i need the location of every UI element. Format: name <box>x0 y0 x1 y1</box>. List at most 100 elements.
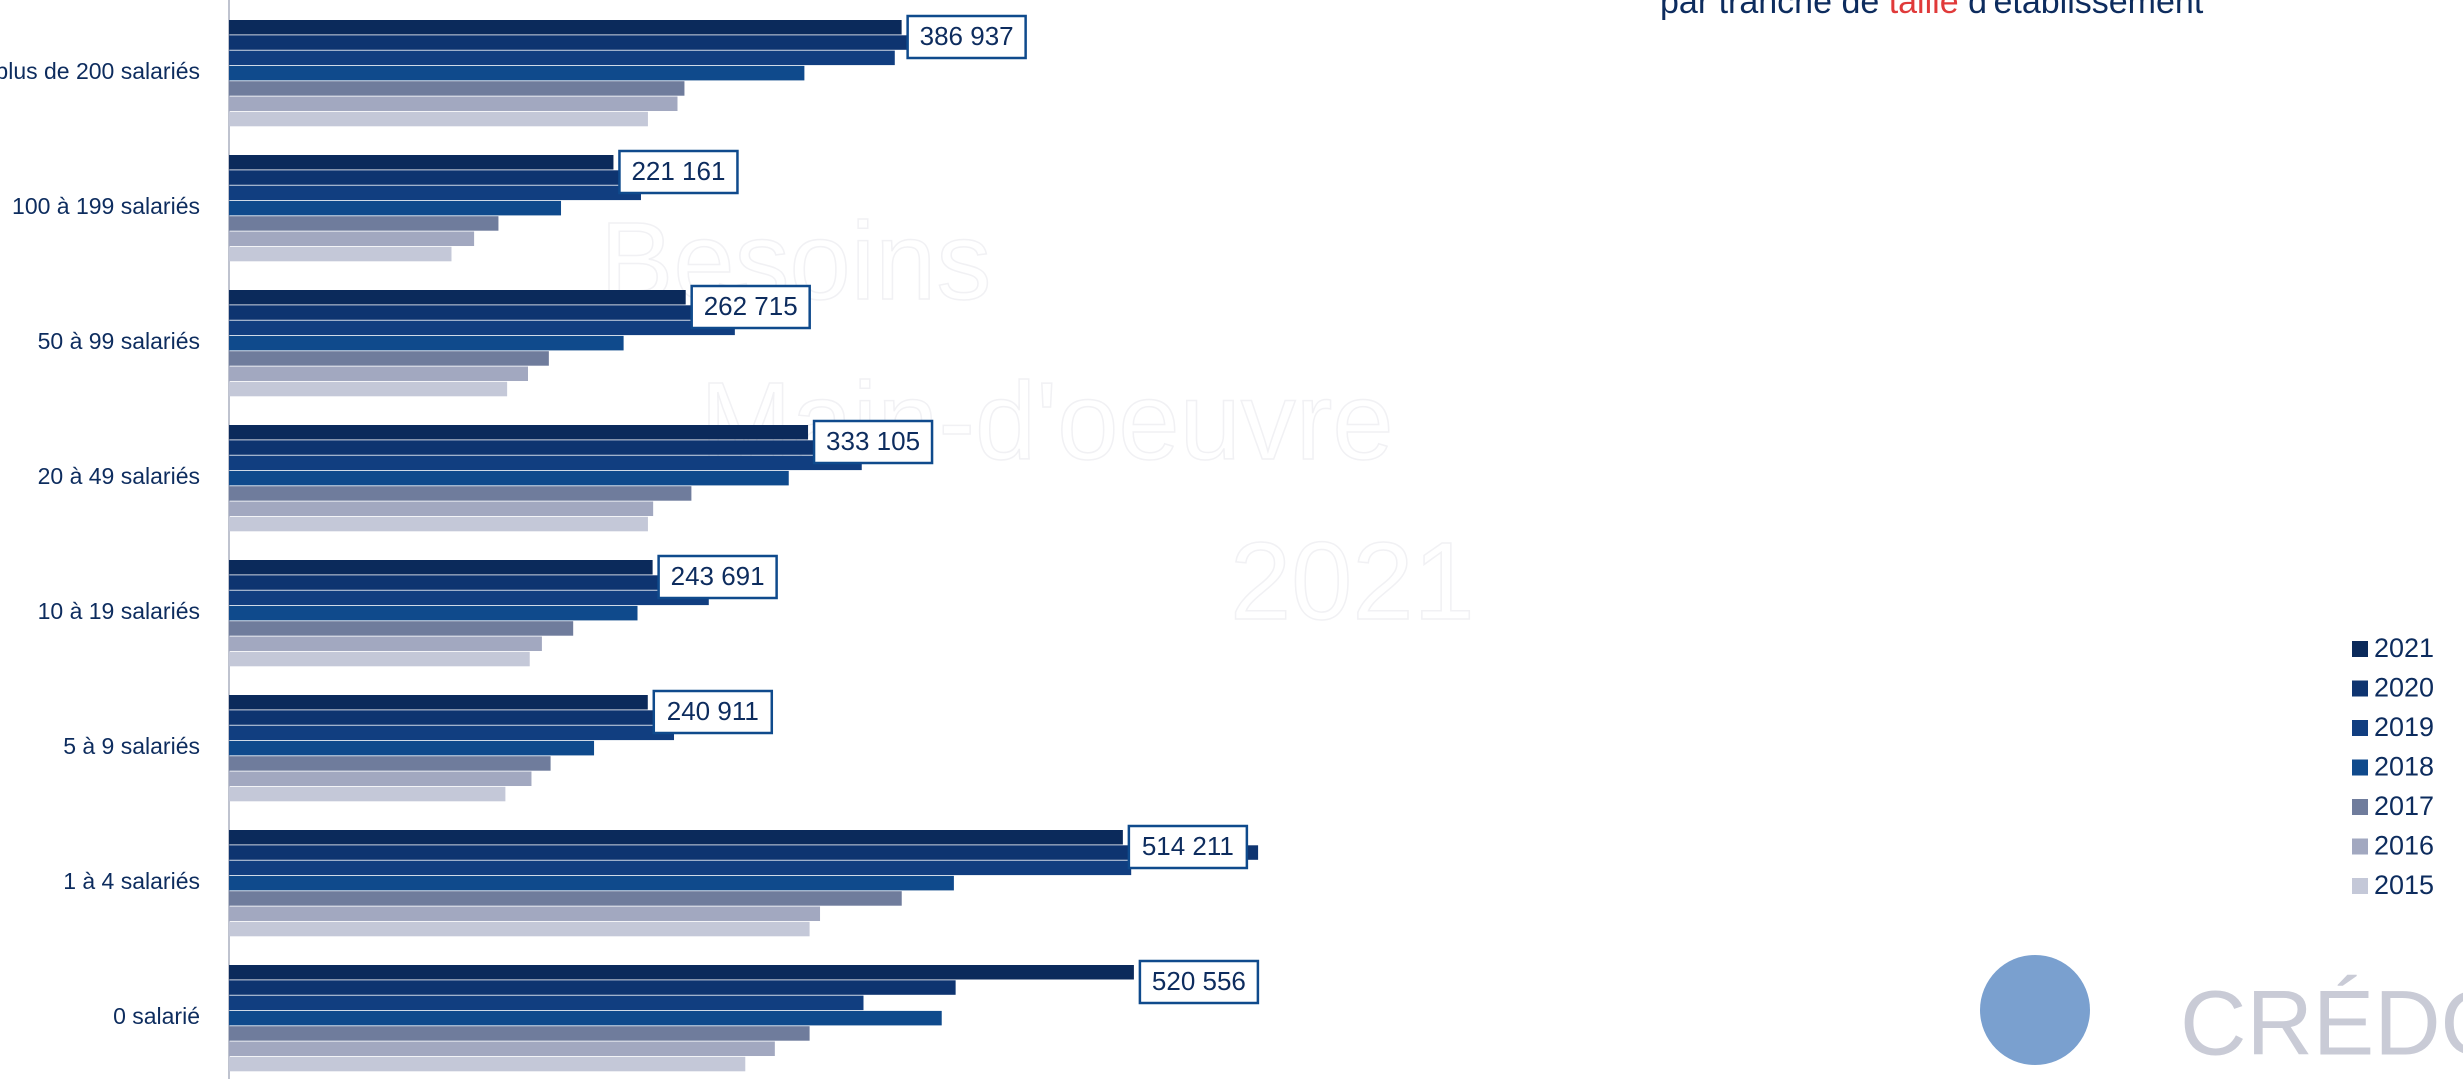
value-label-box <box>1138 959 1260 1005</box>
category-label: 1 à 4 salariés <box>63 868 200 894</box>
bar <box>229 305 694 320</box>
bar <box>229 290 686 305</box>
value-label: 240 911 <box>667 696 759 726</box>
legend-label: 2021 <box>2374 633 2434 663</box>
value-label: 520 556 <box>1152 966 1246 996</box>
bar <box>229 200 562 216</box>
legend-label: 2019 <box>2374 712 2434 742</box>
bar <box>229 725 675 741</box>
bar <box>229 980 956 995</box>
bar <box>229 1010 942 1026</box>
bar <box>229 231 475 246</box>
bar <box>229 111 648 127</box>
category-label: plus de 200 salariés <box>0 58 200 84</box>
value-label-box <box>1127 824 1249 870</box>
value-label-box <box>652 689 774 735</box>
bar <box>229 621 574 636</box>
category-label: 0 salarié <box>113 1003 200 1029</box>
bar <box>229 486 692 501</box>
legend-swatch <box>2352 641 2368 657</box>
value-label: 514 211 <box>1142 831 1234 861</box>
bar <box>229 366 528 381</box>
value-label: 243 691 <box>671 561 765 591</box>
bar <box>229 995 864 1011</box>
bar <box>229 335 624 351</box>
bar <box>229 965 1134 980</box>
bar <box>229 756 551 771</box>
chart-title: par tranche de taille d'établissement <box>1660 0 2204 21</box>
legend-label: 2018 <box>2374 752 2434 782</box>
bar <box>229 381 508 397</box>
legend-swatch <box>2352 720 2368 736</box>
bar <box>229 830 1123 845</box>
legend-swatch <box>2352 838 2368 855</box>
value-label: 333 105 <box>826 426 920 456</box>
bar <box>229 20 902 35</box>
bar <box>229 860 1132 876</box>
bar <box>229 470 789 486</box>
bar <box>229 155 614 170</box>
category-label: 10 à 19 salariés <box>38 598 200 624</box>
bar <box>229 50 895 66</box>
bar <box>229 605 638 621</box>
legend-swatch <box>2352 759 2368 776</box>
legend-label: 2020 <box>2374 673 2434 703</box>
bar <box>229 1056 746 1072</box>
bar <box>229 771 532 786</box>
bar <box>229 906 821 921</box>
bar <box>229 455 862 471</box>
category-label: 50 à 99 salariés <box>38 328 200 354</box>
value-label-box <box>906 14 1027 60</box>
bar <box>229 575 661 590</box>
bar <box>229 636 542 651</box>
title-part: par tranche de <box>1660 0 1889 21</box>
logo-text: CRÉDOC <box>2180 972 2463 1074</box>
bar <box>229 695 648 710</box>
bar <box>229 1041 775 1056</box>
legend-swatch <box>2352 680 2368 697</box>
bar <box>229 81 685 96</box>
bar <box>229 845 1259 860</box>
bar <box>229 921 810 937</box>
value-label: 386 937 <box>920 21 1014 51</box>
value-label-box <box>812 419 934 465</box>
legend-swatch <box>2352 799 2368 815</box>
bar <box>229 1026 810 1041</box>
legend-label: 2016 <box>2374 831 2434 861</box>
category-label: 5 à 9 salariés <box>63 733 200 759</box>
value-label-box <box>690 284 811 330</box>
bar <box>229 96 678 111</box>
category-label: 100 à 199 salariés <box>12 193 200 219</box>
bar <box>229 891 902 906</box>
bar <box>229 590 709 606</box>
title-part: taille <box>1889 0 1959 21</box>
value-label-box <box>657 554 778 600</box>
bar <box>229 710 654 725</box>
bar <box>229 65 805 81</box>
category-label: 20 à 49 salariés <box>38 463 200 489</box>
legend-label: 2015 <box>2374 870 2434 900</box>
bar <box>229 560 653 575</box>
legend-swatch <box>2352 878 2368 894</box>
watermark: 2021 <box>1230 520 1475 643</box>
bar <box>229 216 499 231</box>
bar <box>229 425 809 440</box>
bar <box>229 320 735 336</box>
logo-circle <box>1980 955 2090 1065</box>
value-label-box <box>618 149 739 195</box>
bar <box>229 351 549 366</box>
bar <box>229 651 530 667</box>
bar <box>229 786 506 802</box>
legend-label: 2017 <box>2374 791 2434 821</box>
bar <box>229 501 654 516</box>
value-label: 262 715 <box>704 291 798 321</box>
title-part: d'établissement <box>1959 0 2204 21</box>
bar <box>229 875 954 891</box>
bar <box>229 740 595 756</box>
bar <box>229 35 909 50</box>
bar <box>229 246 452 262</box>
bar <box>229 516 648 532</box>
bar <box>229 170 621 185</box>
bar <box>229 185 641 201</box>
